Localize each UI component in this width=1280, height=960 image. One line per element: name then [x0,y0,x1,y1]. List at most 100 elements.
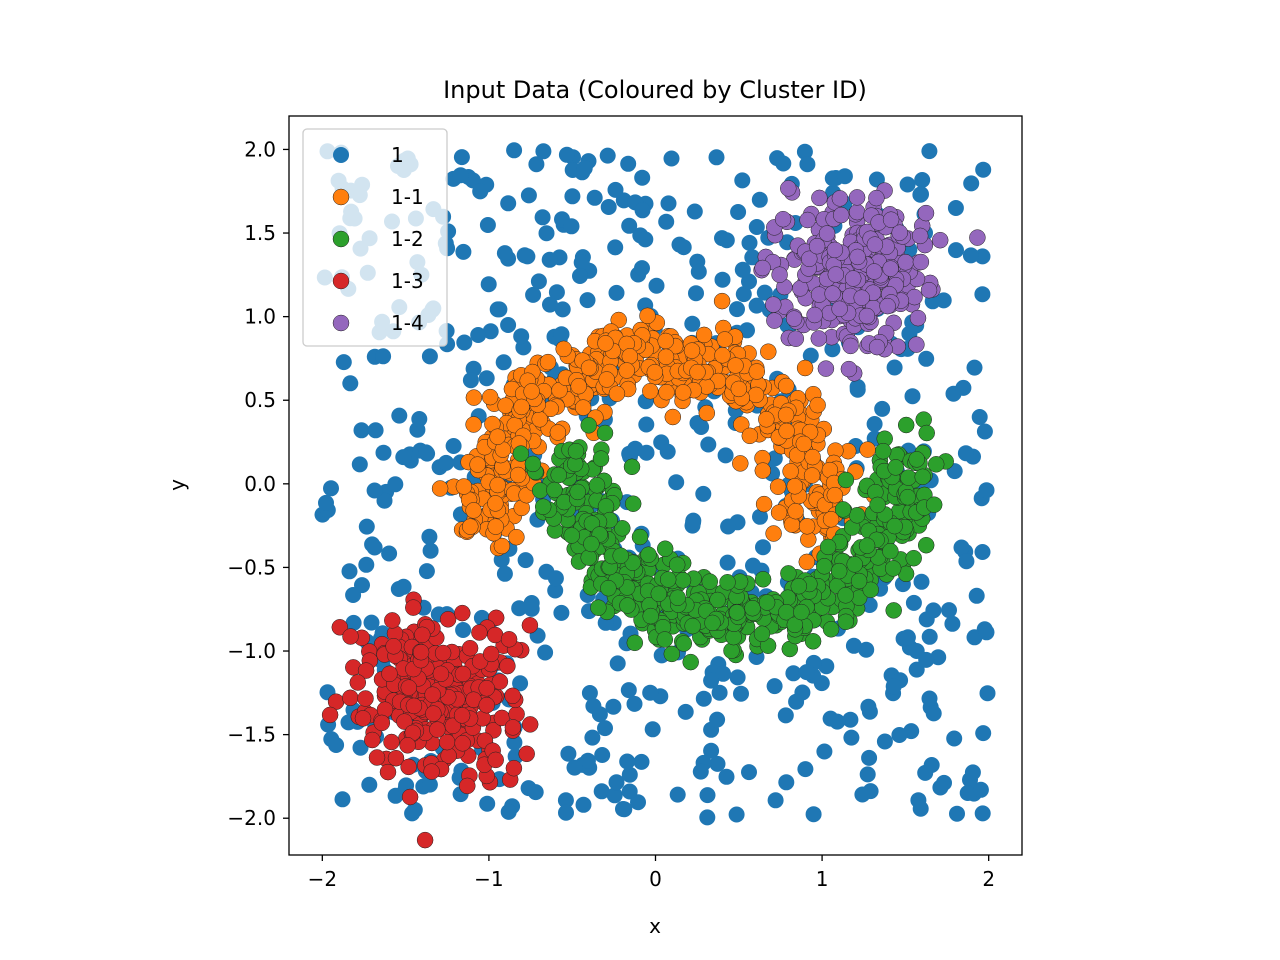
point-series-1-175 [729,669,746,686]
point-series-1-2-481 [758,594,776,611]
point-series-1-562 [358,518,375,535]
point-series-1-610 [528,156,545,173]
point-series-1-4-299 [827,266,845,283]
point-series-1-386 [418,563,435,580]
point-series-1-283 [375,444,392,461]
point-series-1-498 [367,422,384,439]
point-series-1-485 [918,651,935,668]
point-series-1-3-241 [504,719,522,736]
point-series-1-586 [421,348,438,365]
point-series-1-487 [576,160,593,177]
point-series-1-1-490 [509,466,527,484]
point-series-1-372 [323,480,339,497]
point-series-1-1-484 [489,428,506,445]
point-series-1-4-296 [853,289,870,306]
point-series-1-209 [353,422,370,439]
point-series-1-3-296 [423,763,440,780]
point-series-1-315 [534,209,551,226]
point-series-1-3-196 [383,733,400,751]
point-series-1-338 [778,774,795,791]
point-series-1-479 [334,791,351,808]
point-series-1-445 [572,268,588,284]
point-series-1-164 [858,641,875,658]
point-series-1-3-287 [399,737,416,754]
point-series-1-3-280 [432,665,450,683]
point-series-1-4-264 [912,253,930,271]
point-series-1-1-470 [487,518,504,535]
point-series-1-1-469 [826,486,844,504]
point-series-1-374 [358,556,375,573]
point-series-1-1-287 [465,416,482,433]
point-series-1-3-138 [331,619,349,636]
point-series-1-101 [854,786,871,803]
y-tick-label: −1.5 [227,723,276,747]
point-series-1-4-37 [766,312,783,329]
point-series-1-4-26 [909,309,927,327]
point-series-1-2-247 [917,536,935,554]
point-series-1-509 [923,757,940,773]
point-series-1-615 [634,202,651,219]
point-series-1-1-221 [765,525,782,542]
point-series-1-2-390 [886,517,903,535]
point-series-1-3-216 [486,626,504,644]
point-series-1-580 [921,690,938,707]
point-series-1-3-279 [342,628,359,645]
point-series-1-1-460 [803,467,821,484]
point-series-1-3-297 [425,705,442,722]
point-series-1-1-518 [570,377,587,395]
point-series-1-269 [573,254,590,271]
point-series-1-367 [637,231,654,248]
point-series-1-376 [558,804,574,821]
point-series-1-369 [947,200,964,216]
point-series-1-2-505 [793,603,810,621]
point-series-1-0 [777,707,794,724]
point-series-1-41 [548,284,565,301]
point-series-1-2-499 [704,614,721,632]
point-series-1-443 [453,149,470,166]
point-series-1-3-298 [500,631,518,648]
point-series-1-2-458 [869,496,886,514]
point-series-1-3-290 [373,714,391,732]
point-series-1-506 [395,449,412,466]
point-series-1-49 [918,350,935,367]
point-series-1-266 [659,443,676,460]
point-series-1-3-247 [454,735,471,752]
point-series-1-384 [695,485,712,502]
point-series-1-22 [756,284,773,301]
point-series-1-3-198 [459,777,476,795]
point-series-1-2-330 [512,445,530,462]
x-tick-label: −1 [474,867,503,891]
point-series-1-187 [748,219,765,235]
point-series-1-2-514 [850,572,868,590]
point-series-1-619 [328,737,345,753]
point-series-1-546 [912,186,929,203]
point-series-1-594 [318,494,334,511]
point-series-1-590 [824,170,841,187]
point-series-1-480 [974,805,991,822]
point-series-1-2-434 [588,477,606,494]
point-series-1-3-170 [357,662,375,679]
x-axis-label: x [649,914,661,938]
point-series-1-1-500 [748,363,766,380]
point-series-1-50 [506,734,523,751]
point-series-1-489 [775,155,792,172]
point-series-1-87 [422,542,439,559]
point-series-1-3-144 [357,690,374,707]
point-series-1-4-54 [811,189,828,207]
y-tick-label: −1.0 [227,639,276,663]
point-series-1-609 [523,595,540,611]
point-series-1-121 [520,187,537,204]
point-series-1-2-513 [684,617,701,635]
point-series-1-629 [566,759,583,776]
point-series-1-3-156 [505,759,523,777]
point-series-1-71 [593,783,610,800]
point-series-1-30 [586,189,603,206]
point-series-1-1-11 [610,311,627,329]
point-series-1-250 [717,447,734,464]
point-series-1-146 [513,328,530,345]
point-series-1-2-474 [612,547,629,564]
point-series-1-571 [715,665,732,682]
point-series-1-1-495 [741,427,759,445]
point-series-1-4-165 [771,266,788,283]
point-series-1-2-288 [531,482,549,499]
